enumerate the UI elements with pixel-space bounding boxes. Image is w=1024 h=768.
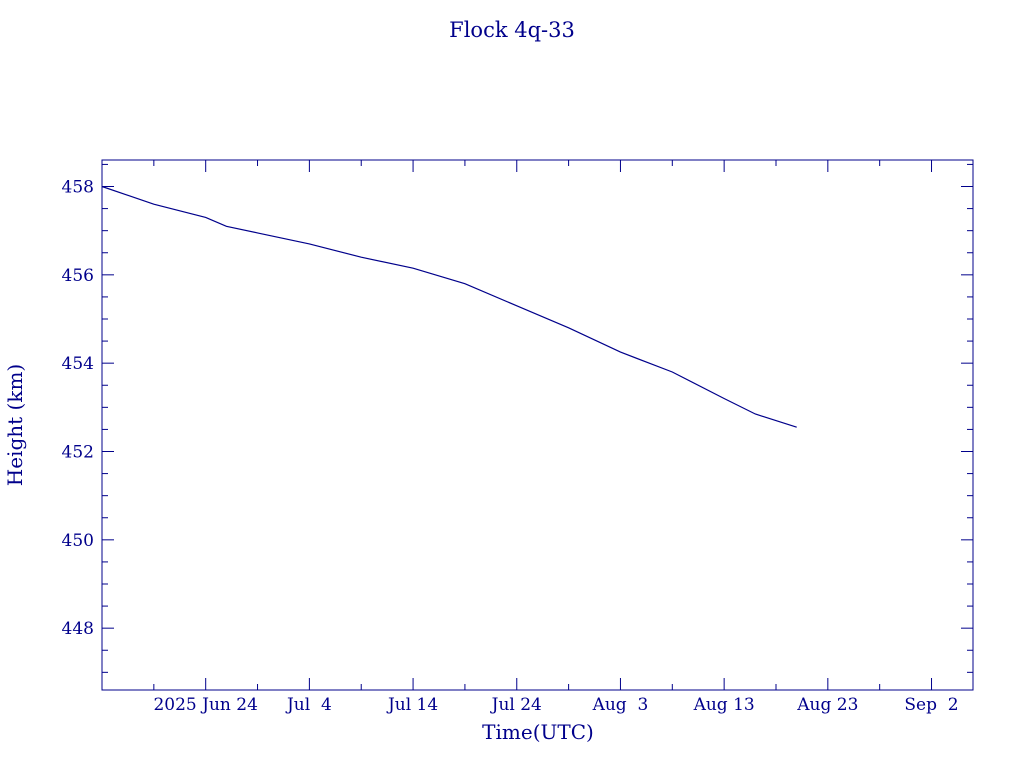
y-tick-label: 456 (62, 266, 94, 286)
x-tick-label: Sep 2 (904, 695, 958, 715)
y-tick-label: 448 (62, 619, 94, 639)
y-tick-label: 450 (62, 531, 94, 551)
height-series-line (101, 185, 797, 428)
x-tick-label: Jul 4 (285, 695, 332, 715)
x-tick-label: Jul 14 (386, 695, 438, 715)
x-tick-label: Aug 13 (693, 695, 755, 715)
x-tick-label: Jul 24 (490, 695, 542, 715)
y-tick-label: 458 (62, 178, 94, 198)
x-axis: 2025 Jun 24 Jul 4 Jul 14 Jul 24 Aug 3 Aug 13 A… (101, 160, 959, 715)
x-axis-label: Time(UTC) (482, 720, 594, 744)
y-axis-label: Height (km) (3, 364, 27, 486)
x-tick-label: 2025 Jun 24 (153, 695, 257, 715)
x-tick-label: Aug 23 (796, 695, 858, 715)
plot-frame (101, 159, 974, 691)
y-tick-label: 454 (62, 354, 94, 374)
y-tick-label: 452 (62, 443, 94, 463)
x-tick-label: Aug 3 (592, 695, 649, 715)
chart-title: Flock 4q-33 (449, 18, 575, 42)
y-axis: 448 450 452 454 456 458 (62, 163, 973, 673)
